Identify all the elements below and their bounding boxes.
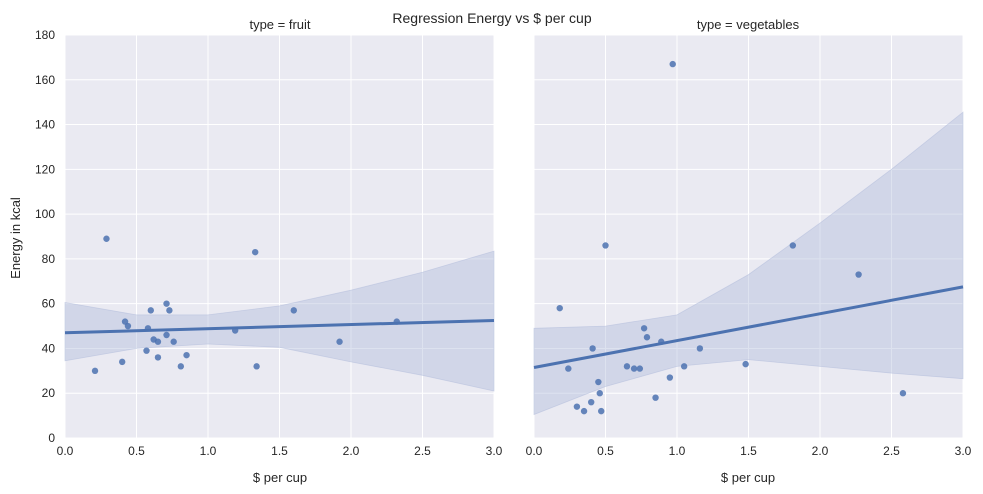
data-point <box>183 351 190 359</box>
data-point <box>573 403 581 410</box>
points-vegetables <box>556 60 907 415</box>
data-point <box>596 390 603 397</box>
x-tick-label: 2.5 <box>414 444 431 458</box>
x-tick-label: 1.0 <box>669 444 686 458</box>
y-tick-label: 0 <box>48 431 55 445</box>
data-point <box>143 347 150 354</box>
panel-title-fruit: type = fruit <box>249 17 310 32</box>
y-axis-label: Energy in kcal <box>8 197 23 279</box>
x-axis-label-vegetables: $ per cup <box>721 470 775 485</box>
y-tick-label: 60 <box>42 297 56 311</box>
data-point <box>652 394 659 401</box>
data-point <box>643 334 651 341</box>
data-point <box>598 407 605 415</box>
data-point <box>789 242 797 249</box>
data-point <box>253 363 260 370</box>
data-point <box>147 307 154 314</box>
data-point <box>589 345 596 352</box>
confidence-band <box>64 250 495 392</box>
data-point <box>630 365 638 372</box>
regression-line <box>64 318 495 335</box>
y-tick-label: 120 <box>35 162 55 176</box>
confidence-band <box>533 111 964 416</box>
grid-vegetables <box>533 34 964 439</box>
data-point <box>580 407 588 415</box>
ci-band-fruit <box>64 250 495 392</box>
data-point <box>177 363 185 370</box>
y-tick-label: 20 <box>42 386 56 400</box>
data-point <box>163 300 170 307</box>
data-point <box>290 307 297 314</box>
x-tick-label: 2.5 <box>883 444 900 458</box>
data-point <box>91 367 99 375</box>
data-point <box>163 331 170 339</box>
grid-fruit <box>64 34 495 439</box>
data-point <box>565 365 572 372</box>
x-tick-label: 3.0 <box>486 444 503 458</box>
y-tick-label: 40 <box>42 341 56 355</box>
data-point <box>336 338 343 345</box>
data-point <box>103 235 110 242</box>
x-tick-label: 3.0 <box>955 444 972 458</box>
data-point <box>636 365 644 372</box>
data-point <box>696 345 704 352</box>
data-point <box>588 398 595 406</box>
ci-band-vegetables <box>533 111 964 416</box>
y-ticks-fruit: 0 20 40 60 80 100 120 140 160 180 <box>35 28 55 445</box>
y-tick-label: 100 <box>35 207 55 221</box>
data-point <box>170 338 177 345</box>
data-point <box>556 304 563 312</box>
panel-fruit: type = fruit 0.0 0.5 1.0 1.5 2.0 2.5 3.0 0 20 40… <box>8 17 503 485</box>
data-point <box>154 338 162 345</box>
x-tick-label: 0.5 <box>597 444 614 458</box>
panel-vegetables: type = vegetables 0.0 0.5 1.0 1.5 2.0 2.5 3.0 … <box>526 17 972 485</box>
x-tick-label: 1.5 <box>271 444 288 458</box>
y-tick-label: 160 <box>35 73 55 87</box>
data-point <box>119 358 126 366</box>
x-tick-label: 2.0 <box>812 444 829 458</box>
regression-line <box>533 285 964 369</box>
data-point <box>623 363 631 370</box>
y-tick-label: 80 <box>42 252 56 266</box>
data-point <box>742 360 749 368</box>
x-tick-label: 0.0 <box>57 444 74 458</box>
regression-line-vegetables <box>533 285 964 369</box>
x-tick-label: 0.0 <box>526 444 543 458</box>
x-axis-label-fruit: $ per cup <box>253 470 307 485</box>
x-tick-label: 1.0 <box>200 444 217 458</box>
data-point <box>595 378 602 386</box>
x-tick-label: 0.5 <box>128 444 145 458</box>
y-tick-label: 140 <box>35 118 55 132</box>
data-point <box>680 363 688 370</box>
panel-title-vegetables: type = vegetables <box>697 17 800 32</box>
data-point <box>666 374 674 381</box>
data-point <box>669 60 676 68</box>
data-point <box>154 354 162 361</box>
data-point <box>124 322 132 330</box>
x-tick-label: 2.0 <box>343 444 360 458</box>
figure-title: Regression Energy vs $ per cup <box>392 10 591 26</box>
data-point <box>166 307 173 314</box>
y-tick-label: 180 <box>35 28 55 42</box>
data-point <box>602 242 609 249</box>
x-tick-label: 1.5 <box>740 444 757 458</box>
data-point <box>251 248 259 256</box>
data-point <box>855 271 862 278</box>
data-point <box>640 325 648 332</box>
regression-line-fruit <box>64 318 495 335</box>
data-point <box>899 390 907 397</box>
x-ticks-vegetables: 0.0 0.5 1.0 1.5 2.0 2.5 3.0 <box>526 444 972 458</box>
x-ticks-fruit: 0.0 0.5 1.0 1.5 2.0 2.5 3.0 <box>57 444 503 458</box>
